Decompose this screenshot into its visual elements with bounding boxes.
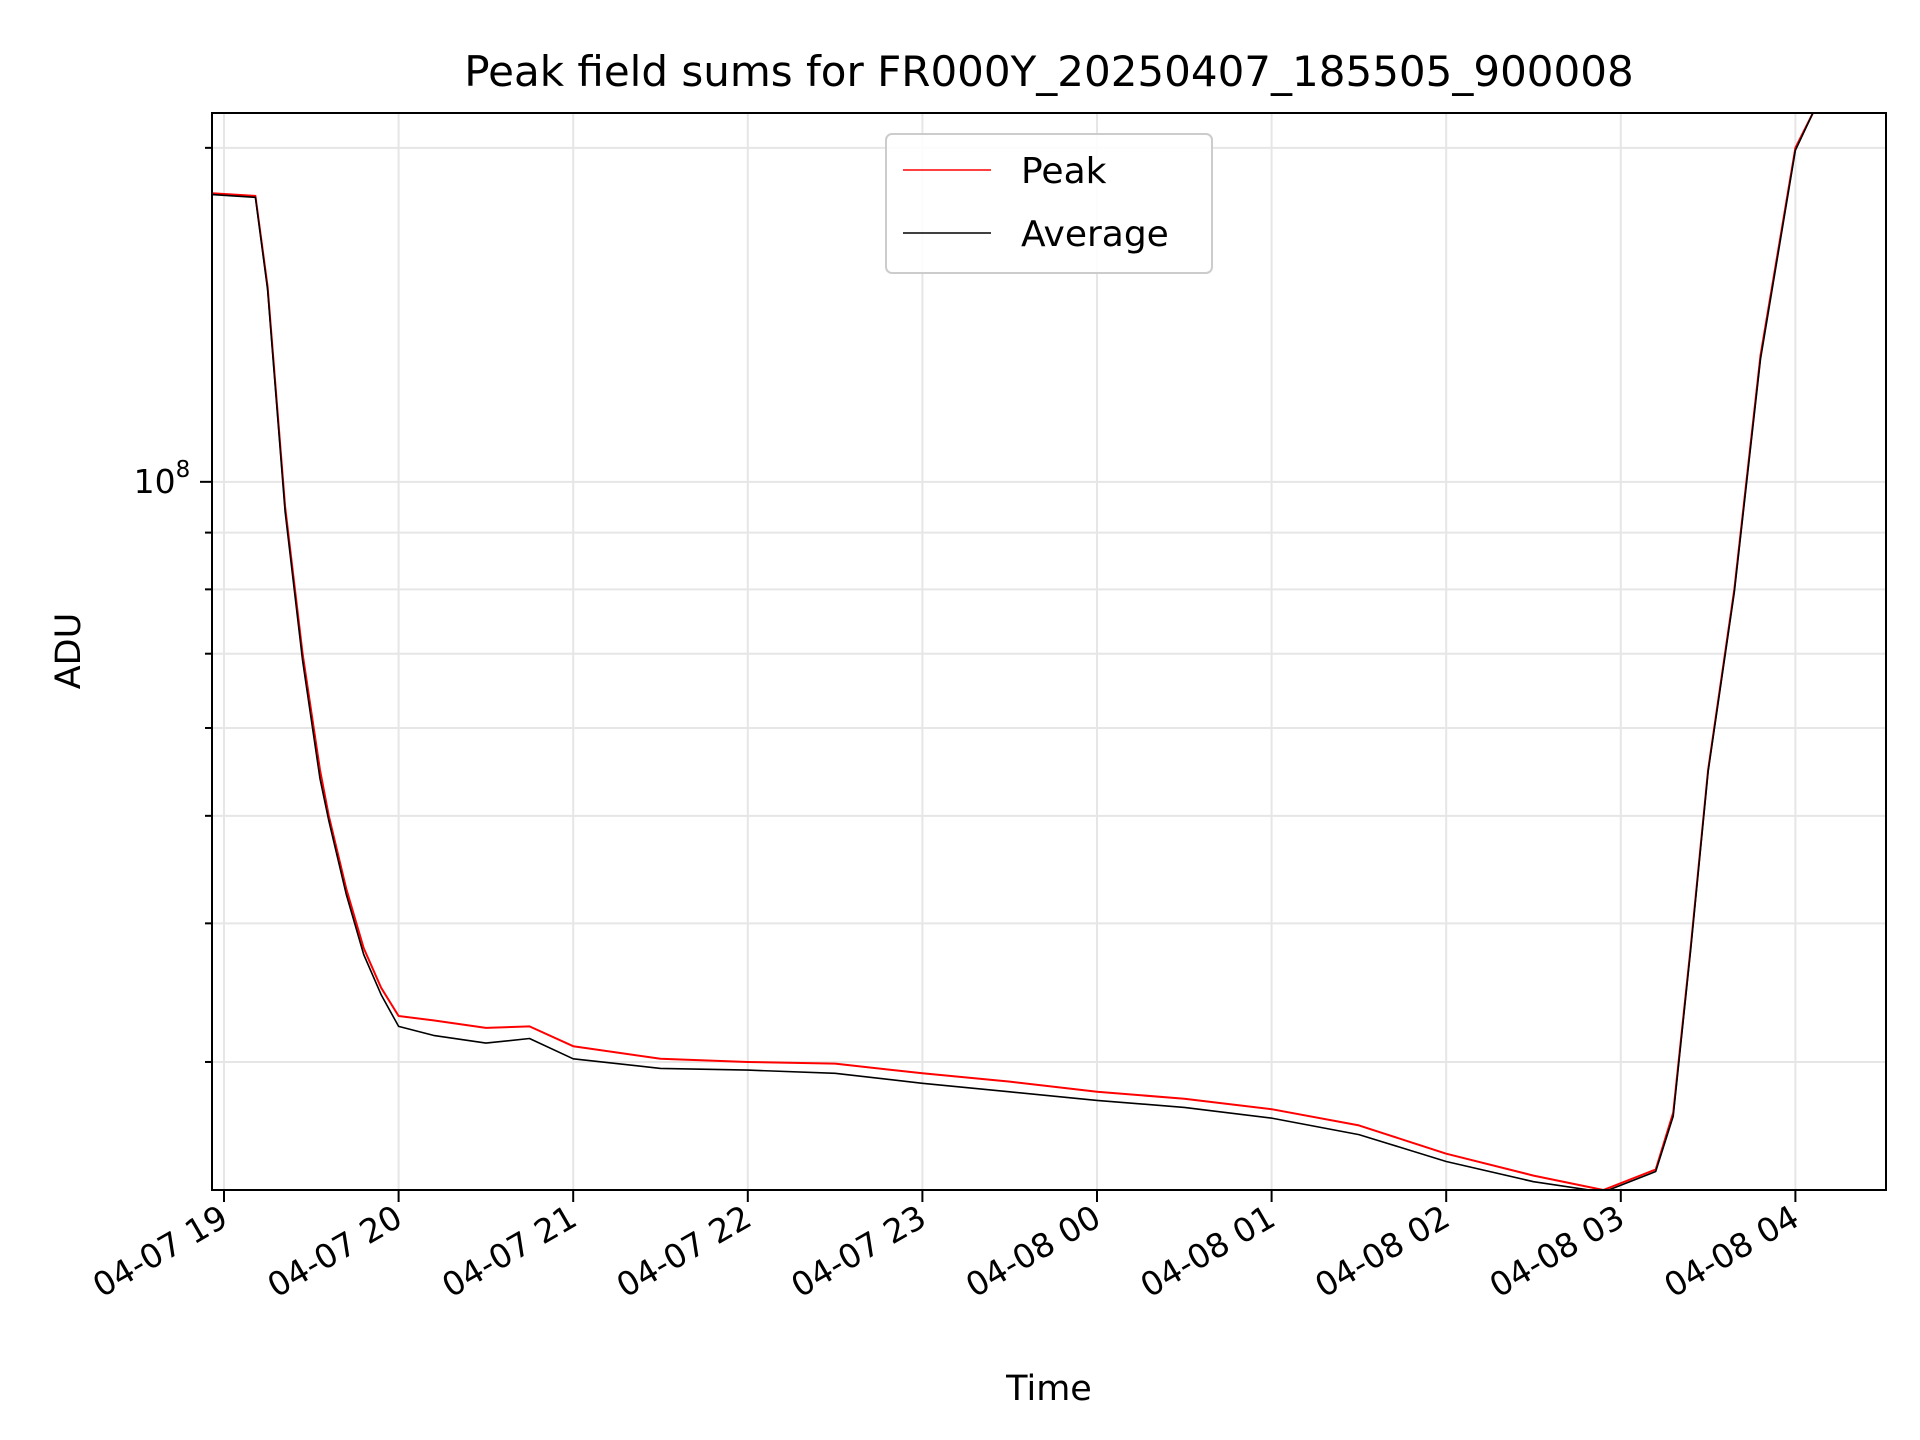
legend-label-average: Average [1021,214,1169,255]
series-layer [212,113,1831,1190]
legend-box [885,133,1213,274]
y-tick-label: 108 [134,457,191,501]
x-axis-label: Time [1005,1369,1092,1409]
plot-frame [211,112,1887,1191]
legend-label-peak: Peak [1021,151,1107,192]
y-axis-label: ADU [49,613,89,690]
chart-title: Peak field sums for FR000Y_20250407_1855… [464,47,1633,96]
series-line-average [212,113,1831,1190]
legend: Peak Average [885,133,1213,274]
grid [212,113,1886,1190]
